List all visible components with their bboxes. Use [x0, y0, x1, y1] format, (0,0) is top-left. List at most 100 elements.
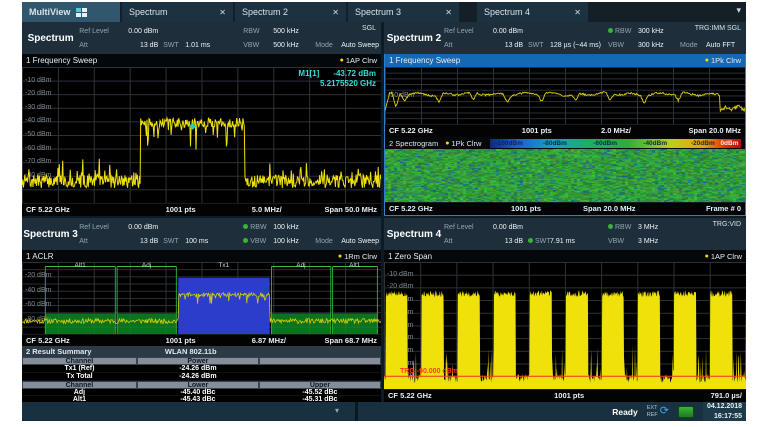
vbw-value[interactable]: 100 kHz	[273, 238, 315, 245]
panel-spectrum-3: Spectrum 3 Ref Level 0.00 dBm RBW 100 kH…	[22, 218, 381, 402]
tab-spectrum-2[interactable]: Spectrum 2 ✕	[235, 2, 346, 22]
ref-level-value[interactable]: 0.00 dBm	[119, 224, 163, 231]
span-label: Span 50.0 MHz	[324, 205, 377, 214]
standard-label: WLAN 802.11b	[165, 347, 217, 356]
close-icon[interactable]: ✕	[566, 8, 581, 17]
vbw-value[interactable]: 300 kHz	[638, 42, 680, 49]
window-title: 1 Zero Span	[388, 252, 432, 261]
aclr-band-label: Alt1	[75, 262, 86, 269]
tab-spectrum-4[interactable]: Spectrum 4 ✕	[477, 2, 588, 22]
frequency-sweep-plot[interactable]: -50 dBm	[385, 67, 745, 124]
swt-label: SWT	[163, 238, 185, 245]
time-label: 16:17:55	[707, 412, 742, 421]
frequency-sweep-plot[interactable]: -10 dBm -20 dBm -30 dBm -40 dBm -50 dBm …	[22, 67, 381, 203]
frame-label: Frame # 0	[706, 204, 741, 213]
close-icon[interactable]: ✕	[437, 8, 452, 17]
window-title-bar[interactable]: 1 ACLR ● 1Rm Clrw	[22, 250, 381, 262]
trace-chip[interactable]: ● 1Pk Clrw	[445, 139, 481, 148]
tab-spectrum-3[interactable]: Spectrum 3 ✕	[348, 2, 459, 22]
trace-dot-icon: ●	[705, 57, 709, 64]
vbw-label: VBW	[243, 42, 273, 49]
trace-label: 1Pk Clrw	[711, 56, 741, 65]
spectrogram-title-bar[interactable]: 2 Spectrogram ● 1Pk Clrw -100dBm -80dBm …	[385, 137, 745, 149]
window-title-bar[interactable]: 1 Zero Span ● 1AP Clrw	[384, 250, 746, 262]
att-label: Att	[79, 238, 119, 245]
channel-name[interactable]: Spectrum 2	[384, 22, 444, 54]
window-title: 2 Spectrogram	[389, 139, 438, 148]
mode-value[interactable]: Auto Sweep	[341, 42, 379, 49]
att-value[interactable]: 13 dB	[484, 238, 528, 245]
ref-level-value[interactable]: 0.00 dBm	[119, 28, 163, 35]
close-icon[interactable]: ✕	[211, 8, 226, 17]
points-label: 1001 pts	[166, 336, 196, 345]
tab-overflow-icon[interactable]: ▾	[736, 5, 741, 16]
sweep-flags: SGL	[362, 25, 376, 32]
channel-settings: Ref Level 0.00 dBm RBW 100 kHz Att 13 dB…	[79, 218, 381, 250]
close-icon[interactable]: ✕	[324, 8, 339, 17]
dropdown-caret-icon[interactable]: ▾	[335, 406, 339, 415]
result-summary-title-bar[interactable]: 2 Result Summary WLAN 802.11b	[22, 346, 381, 357]
trace-dot-icon: ●	[340, 57, 344, 64]
swt-value[interactable]: 100 ms	[185, 238, 243, 245]
trace-dot-icon: ●	[338, 253, 342, 260]
mode-value[interactable]: Auto Sweep	[341, 238, 379, 245]
swt-value[interactable]: 7.91 ms	[550, 238, 608, 245]
rbw-value[interactable]: 100 kHz	[273, 224, 315, 231]
att-value[interactable]: 13 dB	[119, 238, 163, 245]
trigger-level-label[interactable]: TRG -90.000 dBm	[400, 368, 458, 375]
swt-value[interactable]: 1.01 ms	[185, 42, 243, 49]
channel-info-bar: Spectrum 2 Ref Level 0.00 dBm RBW 300 kH…	[384, 22, 746, 54]
window-title: 2 Result Summary	[26, 347, 91, 356]
ready-status: Ready	[612, 407, 638, 417]
window-title-bar[interactable]: 1 Frequency Sweep ● 1AP Clrw	[22, 54, 381, 67]
instrument-status-icon	[678, 406, 694, 418]
att-value[interactable]: 13 dB	[484, 42, 528, 49]
instrument-screen: MultiView Spectrum ✕ Spectrum 2 ✕ Spectr…	[22, 2, 746, 421]
swt-label: SWT	[163, 42, 185, 49]
channel-name[interactable]: Spectrum 4	[384, 218, 444, 250]
spectrogram-plot[interactable]	[385, 149, 745, 202]
span-label: Span 68.7 MHz	[324, 336, 377, 345]
trace-label: 1Rm Clrw	[344, 252, 377, 261]
vbw-value[interactable]: 3 MHz	[638, 238, 680, 245]
trace-chip[interactable]: ● 1AP Clrw	[705, 252, 742, 261]
trace-chip[interactable]: ● 1Pk Clrw	[705, 56, 741, 65]
color-scale-tick: -40dBm	[643, 139, 667, 148]
trace-chip[interactable]: ● 1Rm Clrw	[338, 252, 377, 261]
vbw-label: VBW	[608, 42, 638, 49]
spectrogram-canvas	[385, 149, 745, 202]
panel-spectrum-2: Spectrum 2 Ref Level 0.00 dBm RBW 300 kH…	[384, 22, 746, 216]
channel-name[interactable]: Spectrum 3	[22, 218, 79, 250]
trigger-flags: TRG:VID	[713, 221, 741, 228]
trace-chip[interactable]: ● 1AP Clrw	[340, 56, 377, 65]
mode-value[interactable]: Auto FFT	[706, 42, 744, 49]
vbw-value[interactable]: 500 kHz	[273, 42, 315, 49]
channel-settings: Ref Level 0.00 dBm RBW 500 kHz Att 13 dB…	[79, 22, 381, 54]
center-frequency-label: CF 5.22 GHz	[26, 336, 70, 345]
tab-bar: MultiView Spectrum ✕ Spectrum 2 ✕ Spectr…	[22, 2, 746, 22]
sweep-footer-bar: CF 5.22 GHz 1001 pts 5.0 MHz/ Span 50.0 …	[22, 203, 381, 216]
ref-level-value[interactable]: 0.00 dBm	[484, 224, 528, 231]
rbw-value[interactable]: 300 kHz	[638, 28, 680, 35]
status-dot-icon	[608, 28, 613, 33]
aclr-plot[interactable]: -20 dBm -40 dBm -60 dBm -80 dBm Alt1 Adj…	[22, 262, 381, 334]
rbw-value[interactable]: 3 MHz	[638, 224, 680, 231]
zero-span-plot[interactable]: -10 dBm -20 dBm -30 dBm -40 dBm -50 dBm …	[384, 262, 746, 389]
scale-label: 791.0 µs/	[711, 391, 742, 400]
marker-level: -43.72 dBm	[333, 69, 376, 78]
rbw-value[interactable]: 500 kHz	[273, 28, 315, 35]
window-title-bar[interactable]: 1 Frequency Sweep ● 1Pk Clrw	[385, 54, 745, 67]
channel-name[interactable]: Spectrum	[22, 22, 79, 54]
status-message-combo[interactable]: ▾	[22, 402, 355, 421]
tab-label: MultiView	[29, 7, 70, 17]
channel-info-bar: Spectrum 4 Ref Level 0.00 dBm RBW 3 MHz …	[384, 218, 746, 250]
tab-multiview[interactable]: MultiView	[22, 2, 120, 22]
date-label: 04.12.2018	[707, 402, 742, 411]
aclr-band-label: Adj	[142, 262, 151, 269]
tab-spectrum[interactable]: Spectrum ✕	[122, 2, 233, 22]
att-value[interactable]: 13 dB	[119, 42, 163, 49]
swt-value[interactable]: 128 µs (~44 ms)	[550, 42, 608, 49]
ref-level-value[interactable]: 0.00 dBm	[484, 28, 528, 35]
window-title: 1 ACLR	[26, 252, 54, 261]
table-header-cell: Channel	[22, 357, 137, 365]
